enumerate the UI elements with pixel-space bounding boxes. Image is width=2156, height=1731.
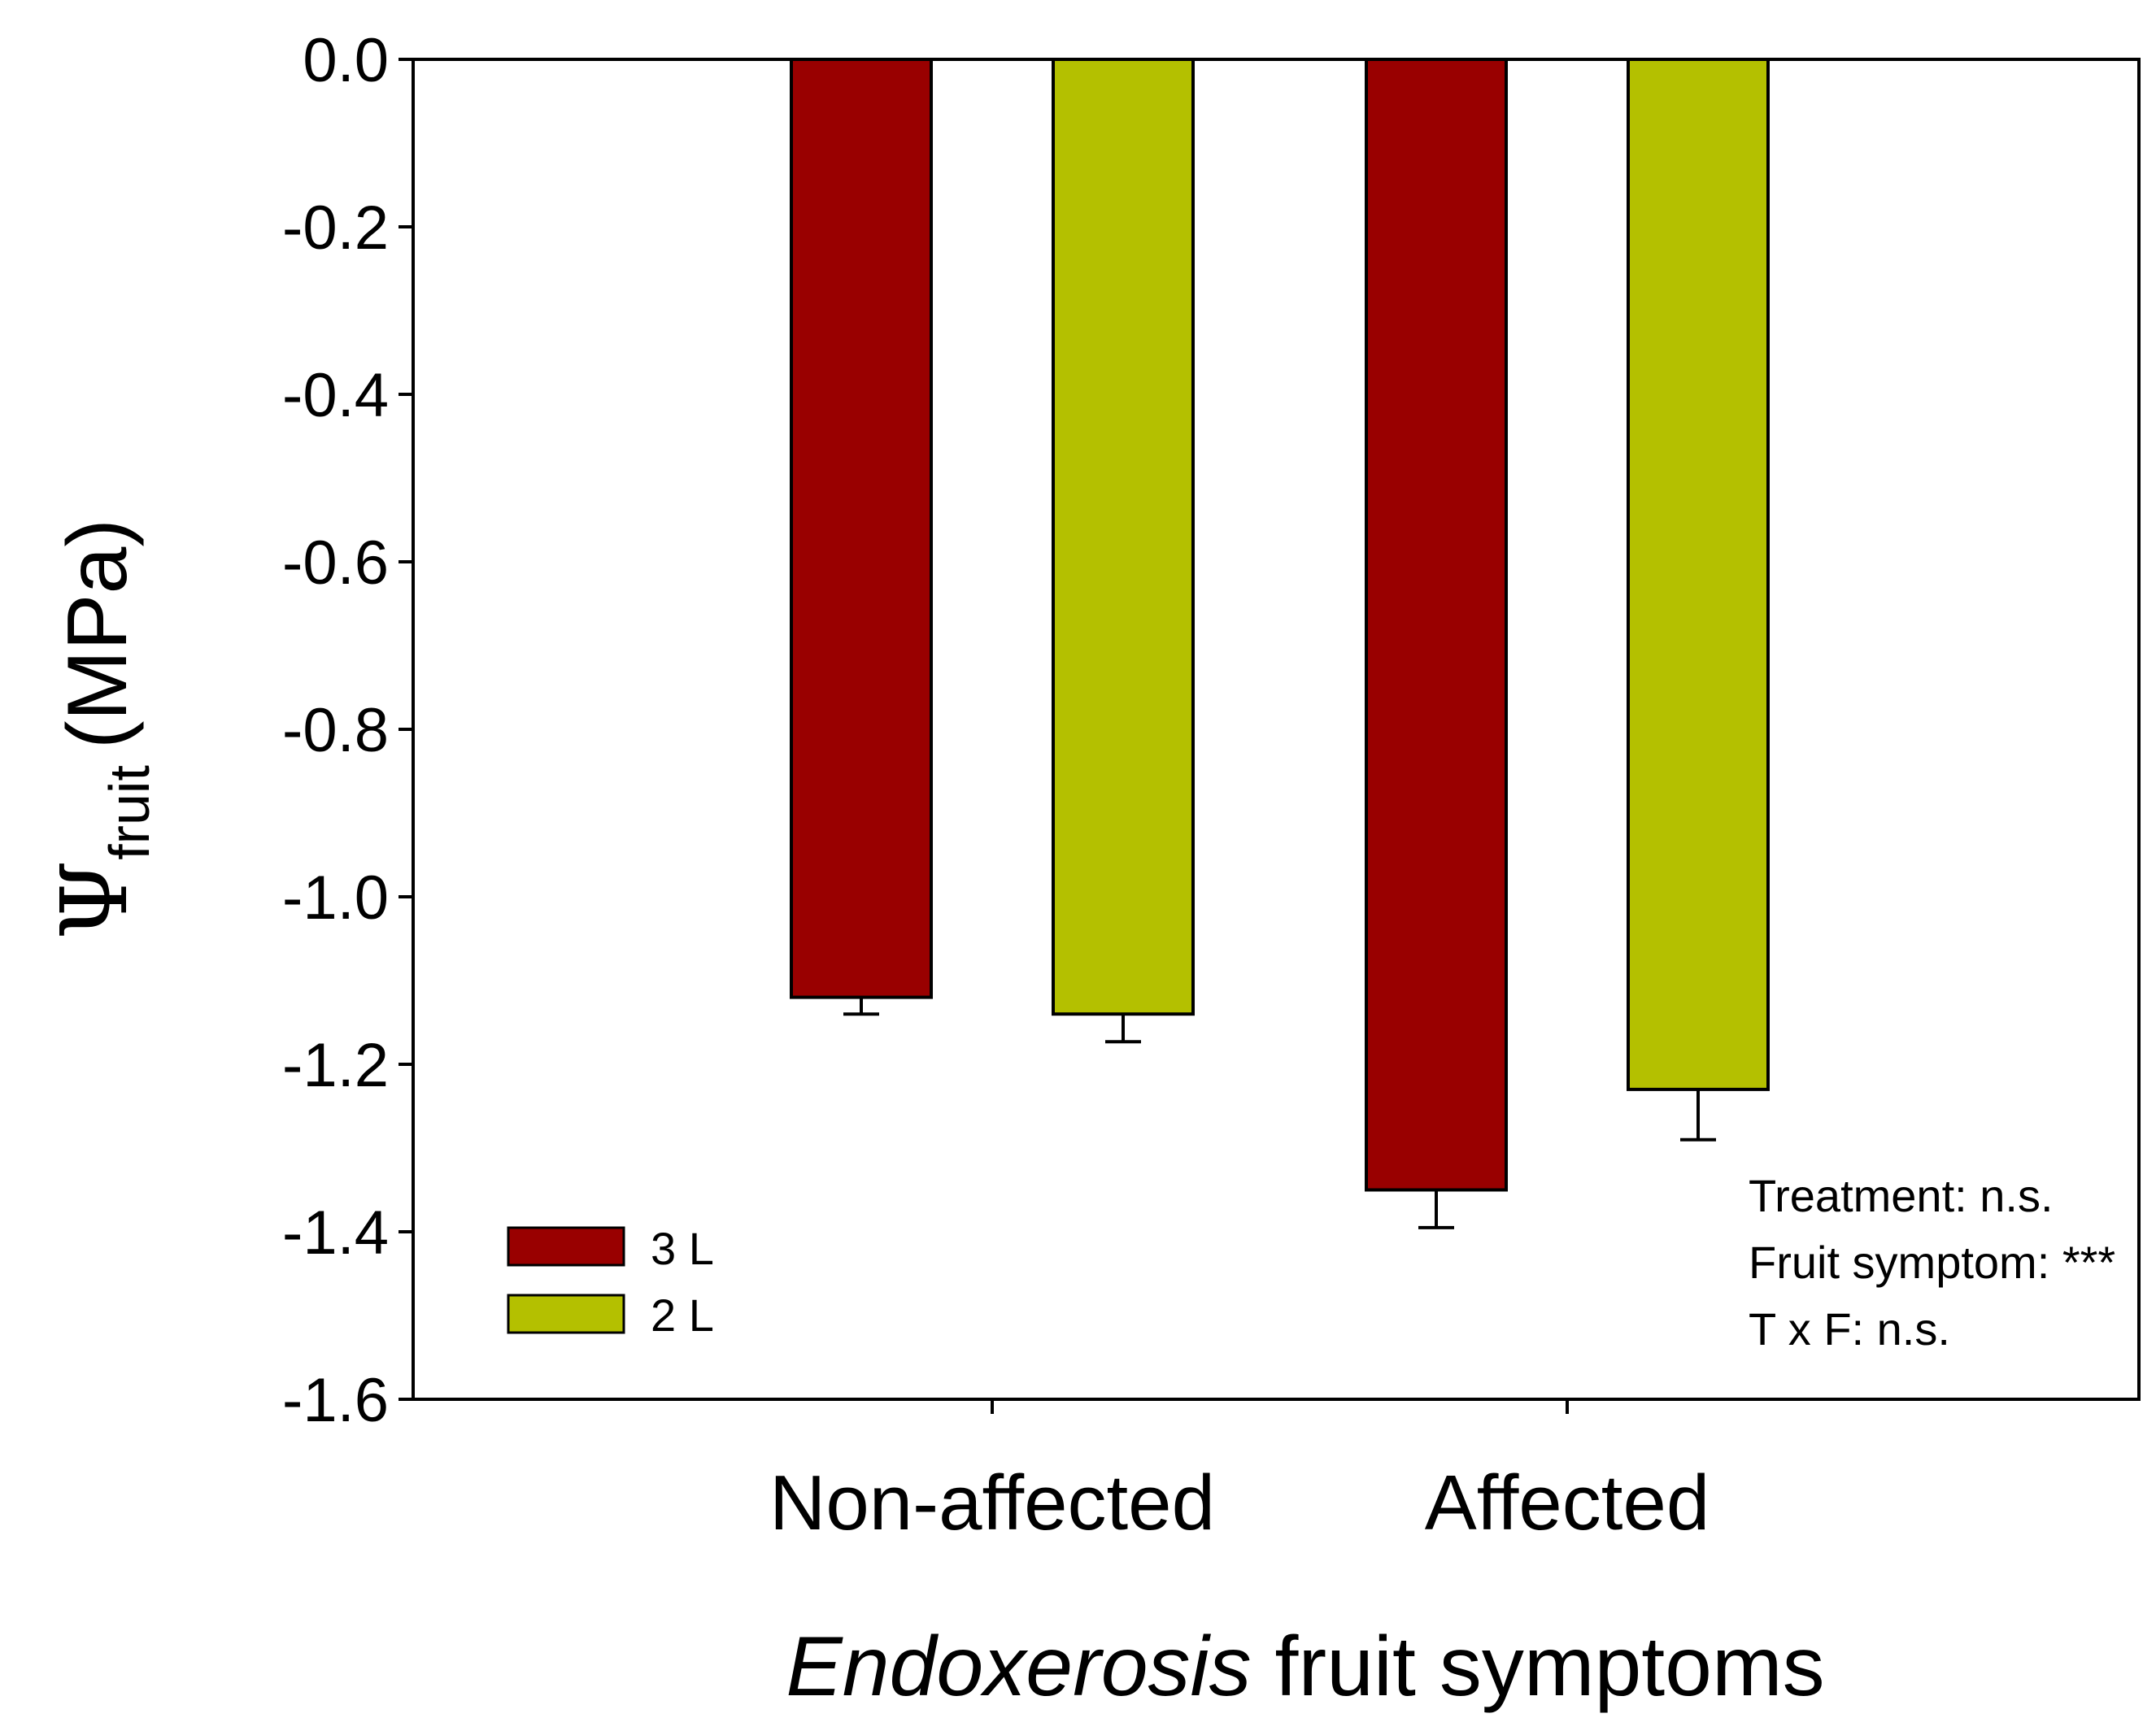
x-axis: Non-affected Affected	[769, 1399, 1710, 1546]
bar-3l-affected	[1365, 58, 1508, 1192]
annotation-treatment: Treatment: n.s.	[1749, 1170, 2054, 1221]
y-axis-unit: (MPa)	[50, 519, 145, 749]
legend-label-2l: 2 L	[651, 1290, 714, 1341]
stats-annotation: Treatment: n.s. Fruit symptom: *** T x F…	[1749, 1170, 2115, 1355]
y-tick-label: -1.6	[282, 1366, 389, 1435]
x-axis-title: Endoxerosis fruit symptoms	[786, 1620, 1824, 1714]
annotation-fruit-symptom: Fruit symptom: ***	[1749, 1237, 2115, 1288]
x-axis-title-italic: Endoxerosis	[786, 1620, 1251, 1714]
legend-swatch-3l	[507, 1226, 625, 1267]
legend-swatch-2l	[507, 1294, 625, 1334]
y-tick-label: -0.8	[282, 696, 389, 765]
legend-label-3l: 3 L	[651, 1223, 714, 1274]
y-axis-title: Ψfruit (MPa)	[42, 519, 161, 940]
legend: 3 L 2 L	[507, 1223, 714, 1341]
y-tick-label: -0.6	[282, 528, 389, 598]
bar-2l-non-affected	[1052, 58, 1195, 1016]
y-axis-subscript: fruit	[98, 765, 161, 860]
y-tick-label: -1.0	[282, 863, 389, 933]
y-tick-label: 0.0	[303, 26, 389, 95]
bar-2l-affected	[1627, 58, 1770, 1091]
x-axis-title-rest: fruit symptoms	[1252, 1620, 1825, 1714]
bars-group	[790, 58, 1770, 1192]
y-tick-label: -1.4	[282, 1198, 389, 1268]
annotation-interaction: T x F: n.s.	[1749, 1303, 1950, 1355]
y-tick-label: -1.2	[282, 1031, 389, 1100]
x-category-label: Affected	[1425, 1459, 1710, 1546]
y-tick-label: -0.2	[282, 194, 389, 263]
y-tick-label: -0.4	[282, 361, 389, 430]
bar-3l-non-affected	[790, 58, 933, 999]
x-category-label: Non-affected	[769, 1459, 1215, 1546]
y-axis-symbol: Ψ	[42, 860, 148, 940]
y-axis: 0.0 -0.2 -0.4 -0.6 -0.8 -1.0 -1.2 -1.4 -1.6	[282, 26, 413, 1435]
error-bars-group	[843, 997, 1716, 1229]
